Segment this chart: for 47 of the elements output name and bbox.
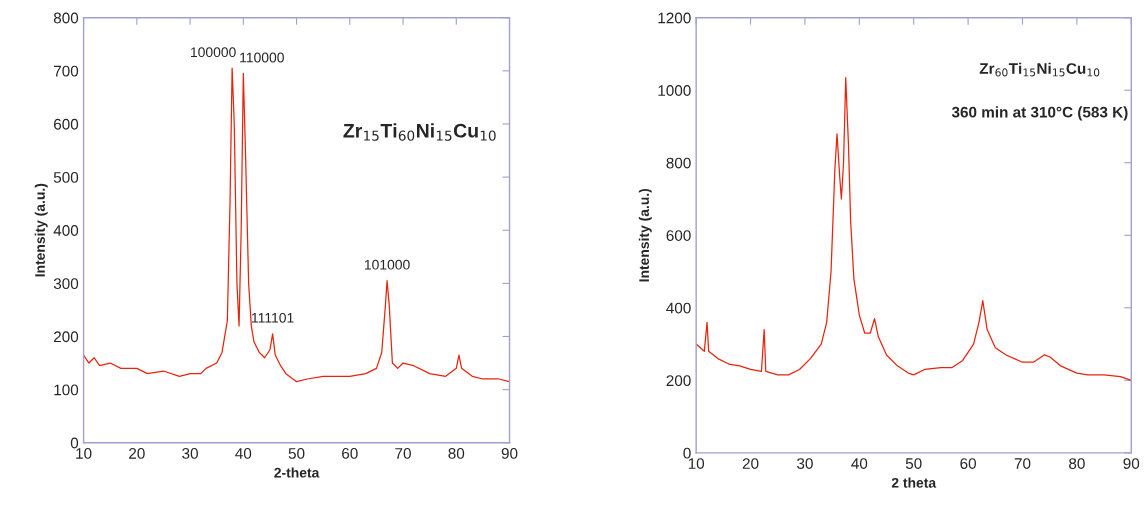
x-tick-label: 20	[129, 448, 145, 459]
x-tick-label: 20	[742, 458, 759, 469]
x-tick-label: 10	[688, 458, 705, 469]
y-tick-label: 200	[54, 331, 79, 343]
x-tick-label: 90	[1123, 458, 1140, 469]
x-tick-label: 80	[1069, 458, 1085, 469]
x-tick-label: 30	[182, 448, 198, 459]
x-axis-title: 2-theta	[274, 467, 320, 478]
y-tick-label: 700	[54, 65, 79, 77]
annotation: Zr$_{15}$Ti$_{60}$Ni$_{15}$Cu$_{10}$	[343, 123, 496, 141]
annotation: 110000	[240, 52, 284, 63]
y-tick-label: 200	[666, 375, 691, 387]
x-axis-title: 2 theta	[891, 477, 937, 488]
x-tick-label: 60	[342, 448, 358, 459]
x-tick-label: 30	[797, 458, 813, 469]
y-tick-label: 500	[53, 171, 79, 183]
x-tick-label: 90	[501, 448, 518, 459]
x-tick-label: 50	[905, 458, 922, 469]
y-tick-label: 800	[666, 157, 691, 169]
x-tick-label: 70	[395, 448, 411, 459]
y-tick-label: 1200	[658, 12, 691, 24]
y-tick-label: 400	[53, 225, 79, 236]
line-series	[83, 67, 510, 383]
annotation: 111101	[252, 312, 294, 323]
y-tick-label: 800	[53, 12, 79, 24]
y-tick-label: 600	[54, 118, 79, 130]
x-tick-label: 50	[288, 448, 305, 459]
y-tick-label: 600	[666, 230, 691, 241]
x-tick-label: 40	[235, 448, 252, 459]
annotation: 360 min at 310°C (583 K)	[951, 106, 1128, 121]
y-tick-label: 1000	[658, 85, 691, 96]
y-tick-label: 0	[683, 447, 691, 459]
y-axis-title: Intensity (a.u.)	[34, 183, 48, 277]
y-tick-label: 100	[54, 384, 79, 396]
x-tick-label: 80	[448, 448, 465, 459]
annotation: 100000	[191, 47, 236, 58]
annotation: Zr$_{60}$Ti$_{15}$Ni$_{15}$Cu$_{10}$	[979, 62, 1100, 77]
annotation: 101000	[364, 259, 410, 270]
line-series	[696, 76, 1132, 381]
y-axis-title: Intensity (a.u.)	[638, 188, 652, 282]
y-tick-label: 400	[666, 302, 691, 314]
x-tick-label: 40	[851, 458, 868, 469]
x-tick-label: 10	[76, 448, 92, 459]
y-tick-label: 300	[53, 278, 79, 290]
x-tick-label: 60	[960, 458, 976, 469]
x-tick-label: 70	[1014, 458, 1031, 469]
y-tick-label: 0	[70, 437, 79, 449]
